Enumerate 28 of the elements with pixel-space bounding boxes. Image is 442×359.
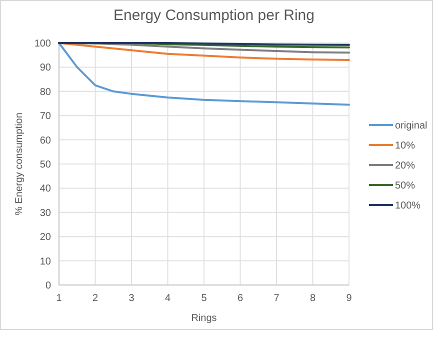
x-tick-label: 1 [56,293,62,304]
y-tick-label: 90 [40,62,52,74]
chart-title: Energy Consumption per Ring [114,7,314,24]
y-tick-label: 60 [40,135,52,146]
x-tick-label: 9 [346,293,352,304]
legend-label: 50% [395,180,416,192]
y-tick-label: 30 [40,208,52,219]
x-tick-label: 4 [164,293,171,304]
x-tick-label: 3 [128,293,135,304]
y-tick-label: 70 [40,111,52,122]
y-tick-label: 80 [40,86,52,98]
legend-label: 20% [395,160,416,172]
legend-label: 10% [395,140,416,152]
x-tick-label: 2 [92,293,98,304]
x-tick-label: 6 [237,293,244,304]
x-axis-title: Rings [191,313,217,324]
x-tick-label: 8 [310,293,316,304]
y-tick-label: 10 [40,256,52,268]
x-tick-label: 7 [274,293,280,304]
y-tick-label: 20 [40,232,52,244]
y-tick-label: 100 [34,38,52,50]
legend-label: 100% [395,200,421,212]
y-tick-label: 50 [40,160,52,170]
y-tick-label: 0 [45,280,52,292]
legend-label: original [395,120,428,132]
y-axis-title: % Energy consumption [14,112,25,216]
y-tick-label: 40 [40,184,52,195]
x-tick-label: 5 [201,293,208,304]
